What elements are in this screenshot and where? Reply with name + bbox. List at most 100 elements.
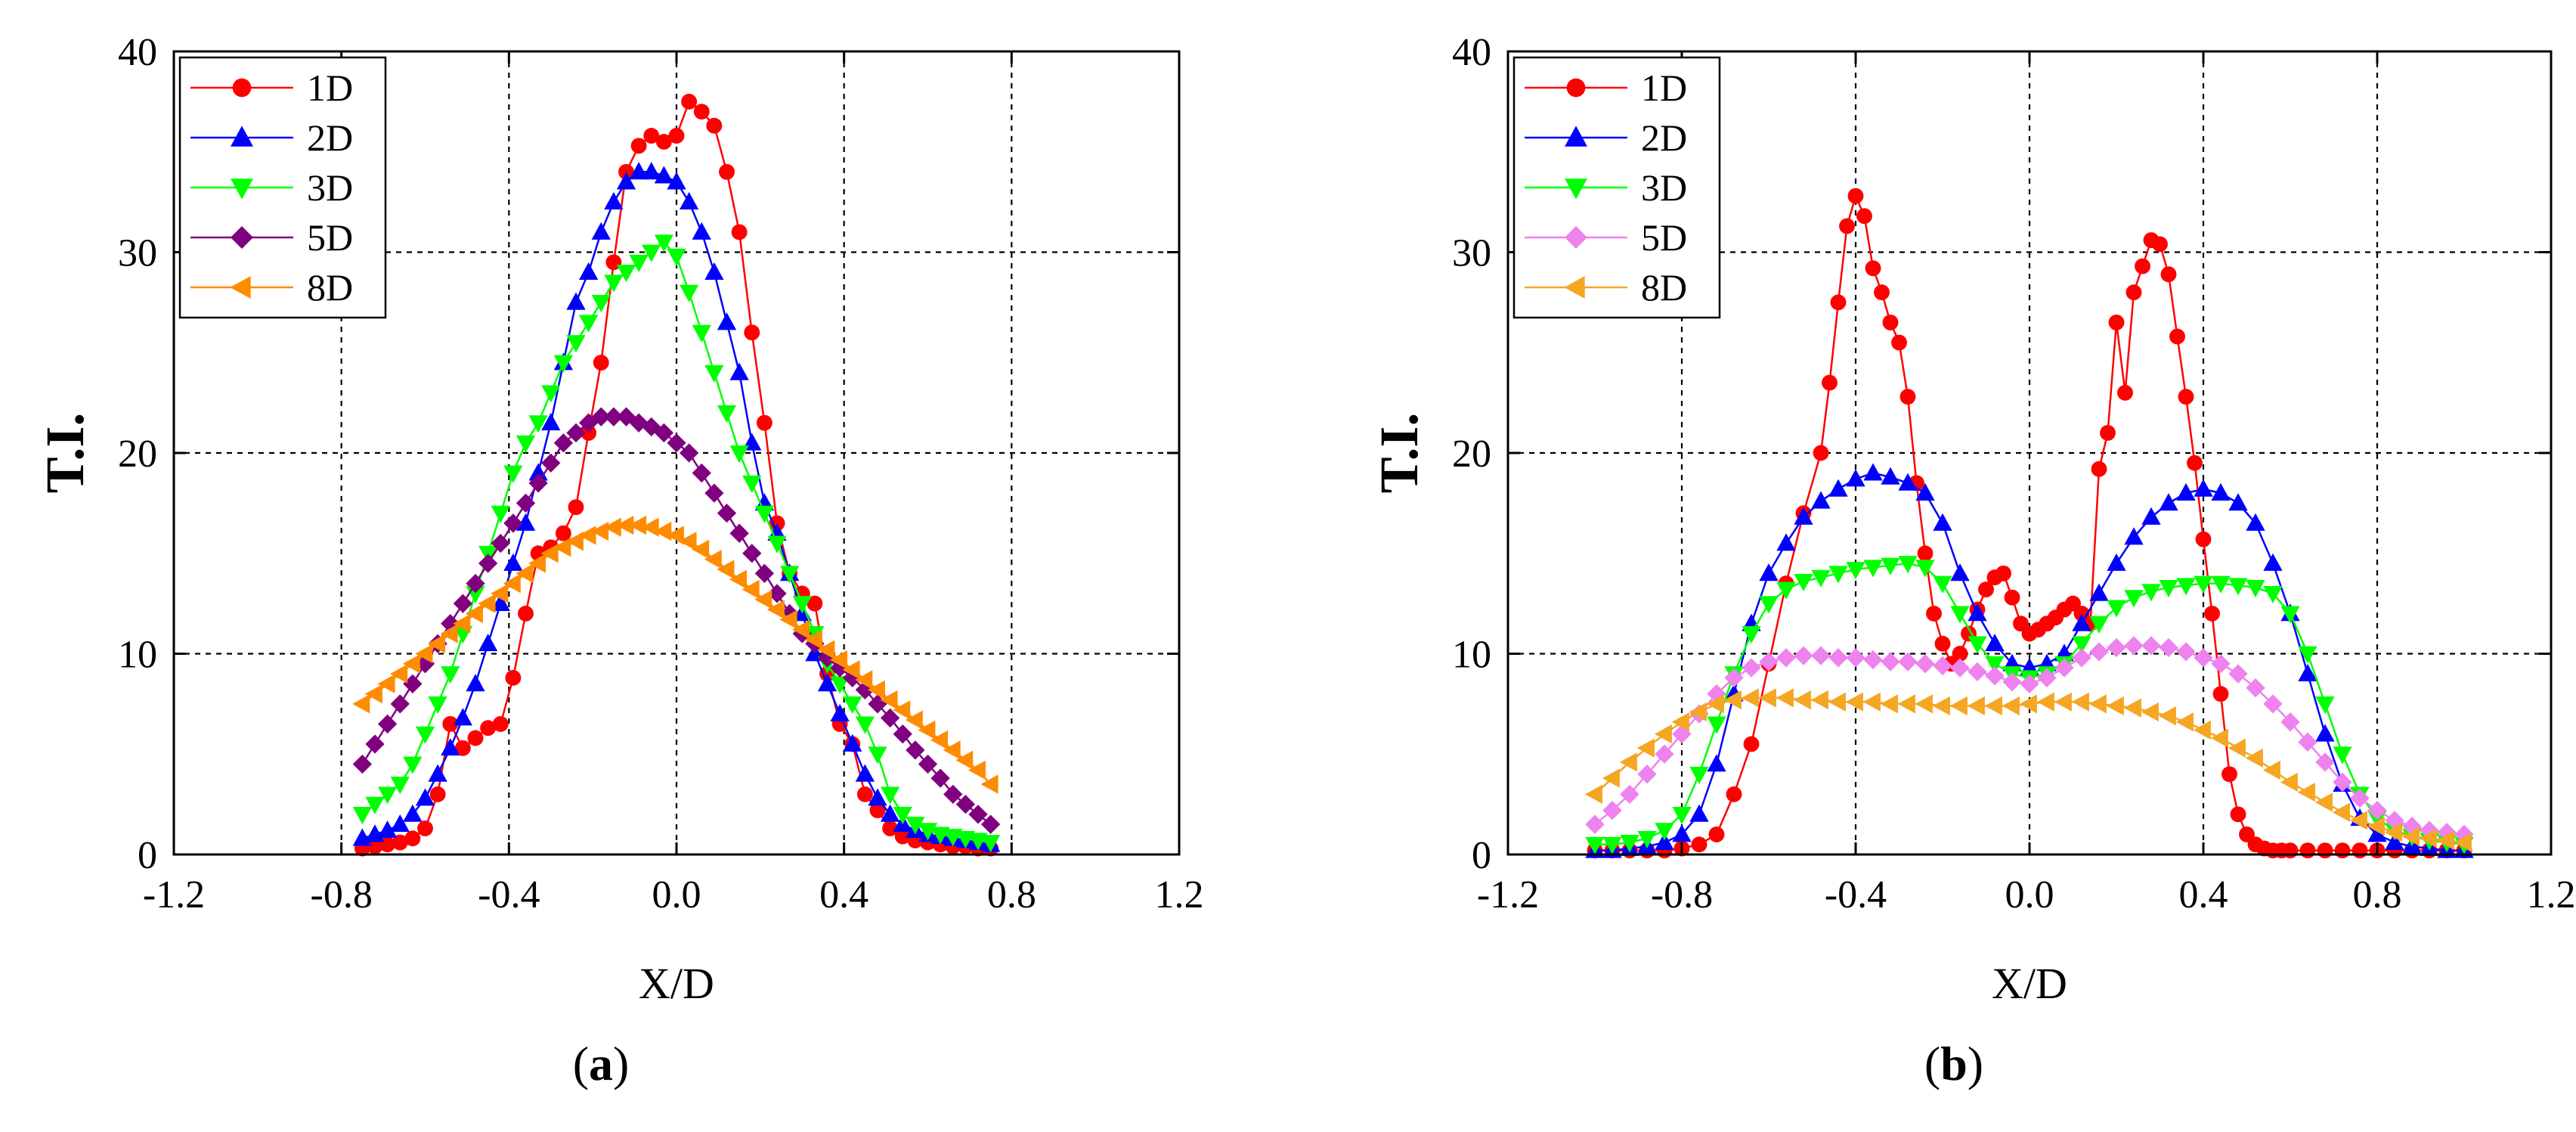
data-point-3D: [1707, 716, 1726, 734]
data-point-8D: [377, 674, 395, 693]
y-axis-title: T.I.: [35, 413, 95, 494]
data-point-5D: [491, 533, 510, 554]
data-point-2D: [692, 222, 711, 240]
data-point-8D: [729, 569, 748, 589]
data-point-1D: [2126, 284, 2142, 301]
data-point-5D: [1811, 646, 1831, 665]
data-point-8D: [1828, 692, 1846, 712]
data-point-5D: [453, 594, 473, 613]
data-point-2D: [654, 166, 674, 184]
data-point-5D: [943, 784, 963, 804]
data-point-2D: [1985, 634, 2005, 652]
data-point-5D: [679, 443, 699, 463]
legend: 1D 2D 3D 5D 8D: [1512, 56, 1721, 319]
data-point-8D: [742, 579, 760, 600]
data-point-1D: [756, 414, 772, 431]
data-point-5D: [704, 483, 724, 503]
data-point-5D: [2089, 642, 2109, 662]
data-point-5D: [528, 473, 548, 493]
data-point-2D: [1846, 469, 1865, 487]
x-tick-label: -1.2: [143, 873, 205, 916]
legend-marker-3D: [1565, 178, 1587, 200]
x-tick-label: -0.8: [1651, 873, 1713, 916]
data-point-8D: [804, 630, 822, 650]
data-point-5D: [2002, 672, 2022, 692]
data-point-2D: [541, 412, 561, 431]
data-point-2D: [1933, 513, 1952, 531]
data-point-3D: [1602, 836, 1622, 854]
data-point-3D: [1915, 560, 1935, 578]
data-point-8D: [628, 515, 647, 535]
data-point-8D: [1689, 702, 1707, 722]
data-point-1D: [744, 324, 760, 341]
data-point-5D: [1637, 764, 1657, 784]
data-point-1D: [2100, 425, 2116, 441]
data-point-2D: [2159, 493, 2178, 511]
legend-marker-8D: [230, 276, 251, 299]
data-point-1D: [1856, 208, 1872, 225]
panel-caption-b: (b): [1924, 1037, 1984, 1090]
data-point-3D: [679, 284, 699, 302]
data-point-3D: [2211, 575, 2231, 594]
data-point-2D: [2124, 527, 2144, 545]
data-point-1D: [1995, 565, 2011, 582]
data-point-5D: [754, 563, 775, 583]
data-point-2D: [377, 820, 398, 839]
x-tick-label: 0.4: [2179, 873, 2228, 916]
data-point-3D: [1620, 835, 1639, 853]
data-point-5D: [1759, 652, 1779, 671]
data-point-2D: [2385, 832, 2404, 850]
data-point-3D: [717, 405, 737, 423]
data-point-1D: [2204, 605, 2220, 622]
data-point-2D: [843, 733, 862, 752]
data-point-3D: [1689, 766, 1709, 784]
data-point-8D: [540, 544, 559, 563]
legend-label-5D: 5D: [1641, 216, 1687, 259]
data-point-8D: [2106, 696, 2124, 716]
data-point-1D: [2221, 766, 2237, 783]
data-point-3D: [2333, 746, 2352, 764]
data-point-3D: [1759, 596, 1779, 614]
data-point-1D: [1865, 260, 1881, 277]
panel-caption-a: (a): [572, 1037, 630, 1090]
data-point-3D: [1846, 562, 1865, 580]
data-point-5D: [365, 734, 385, 754]
data-point-3D: [2228, 578, 2248, 596]
data-point-8D: [427, 634, 446, 653]
data-point-1D: [1847, 188, 1864, 204]
data-point-3D: [667, 248, 686, 267]
x-tick-label: -0.4: [1825, 873, 1887, 916]
data-point-2D: [2228, 493, 2248, 511]
data-point-5D: [516, 493, 536, 513]
data-point-1D: [1839, 218, 1855, 234]
series-markers-3D: [352, 234, 1001, 853]
data-point-5D: [1655, 744, 1674, 764]
data-point-1D: [1726, 786, 1742, 802]
data-point-8D: [2384, 823, 2402, 842]
data-point-5D: [2141, 636, 2161, 656]
data-point-8D: [2280, 772, 2298, 792]
data-point-3D: [566, 335, 586, 353]
data-point-2D: [390, 814, 410, 833]
data-point-2D: [1689, 804, 1709, 822]
data-point-8D: [2054, 692, 2072, 712]
data-point-8D: [1949, 696, 1968, 716]
data-point-8D: [2297, 783, 2315, 802]
data-point-2D: [868, 788, 887, 806]
x-tick-label: 0.0: [2005, 873, 2054, 916]
data-point-3D: [2089, 616, 2109, 634]
data-point-5D: [2072, 648, 2091, 668]
data-point-5D: [1794, 646, 1813, 665]
data-point-3D: [754, 505, 775, 523]
data-point-5D: [980, 814, 1001, 834]
legend-label-2D: 2D: [307, 116, 353, 159]
data-point-3D: [2176, 578, 2196, 596]
data-point-5D: [1915, 654, 1935, 674]
data-point-8D: [1602, 768, 1620, 788]
data-point-1D: [681, 93, 698, 110]
data-point-2D: [1794, 507, 1813, 525]
x-axis-title: X/D: [639, 959, 714, 1008]
legend-label-1D: 1D: [1641, 67, 1687, 109]
data-point-1D: [2108, 314, 2125, 330]
data-point-1D: [856, 786, 873, 802]
